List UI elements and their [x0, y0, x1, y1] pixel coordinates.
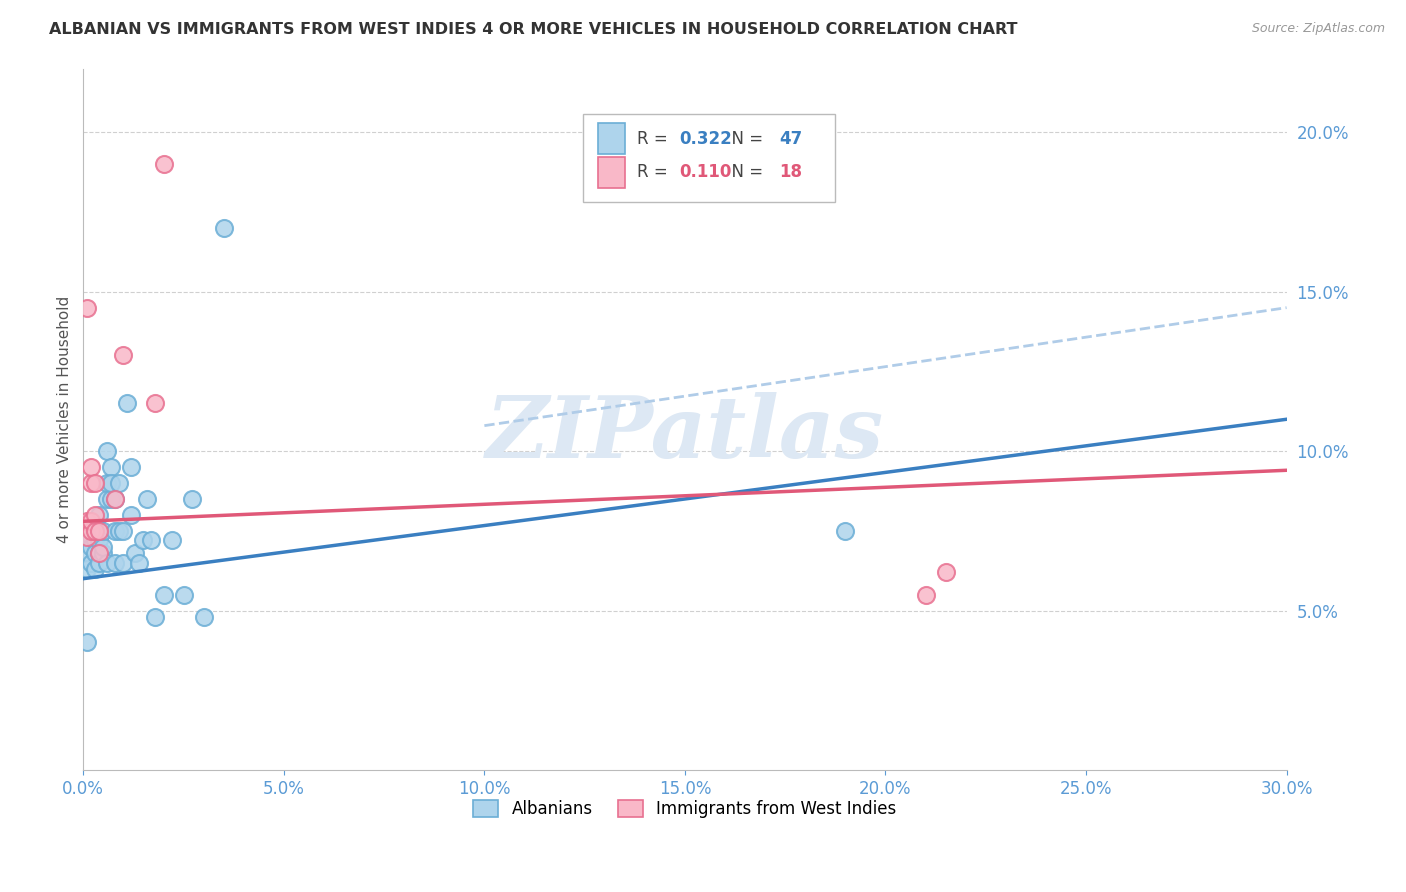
- Point: [104, 556, 127, 570]
- Point: [80, 514, 103, 528]
- Point: [80, 556, 103, 570]
- Text: N =: N =: [721, 163, 769, 181]
- Point: [112, 349, 135, 363]
- Text: N =: N =: [721, 129, 769, 148]
- Point: [84, 562, 107, 576]
- Point: [80, 460, 103, 475]
- Point: [212, 221, 235, 235]
- Text: R =: R =: [637, 129, 673, 148]
- Point: [80, 530, 103, 544]
- Point: [193, 610, 215, 624]
- Point: [80, 540, 103, 554]
- Point: [108, 476, 131, 491]
- Point: [93, 540, 115, 554]
- Point: [89, 556, 111, 570]
- Point: [128, 556, 150, 570]
- Point: [96, 476, 118, 491]
- Text: R =: R =: [637, 163, 673, 181]
- Point: [89, 546, 111, 560]
- Point: [80, 476, 103, 491]
- Point: [89, 533, 111, 548]
- Point: [100, 460, 122, 475]
- Point: [104, 524, 127, 538]
- FancyBboxPatch shape: [599, 123, 624, 154]
- Point: [89, 546, 111, 560]
- Point: [76, 546, 98, 560]
- Point: [145, 396, 167, 410]
- Point: [104, 491, 127, 506]
- Point: [120, 460, 142, 475]
- Point: [124, 546, 146, 560]
- Point: [100, 476, 122, 491]
- Point: [76, 301, 98, 315]
- Point: [145, 610, 167, 624]
- FancyBboxPatch shape: [599, 157, 624, 188]
- Point: [108, 524, 131, 538]
- Point: [120, 508, 142, 522]
- Point: [76, 514, 98, 528]
- Point: [834, 524, 856, 538]
- Point: [84, 524, 107, 538]
- Point: [132, 533, 155, 548]
- Text: Source: ZipAtlas.com: Source: ZipAtlas.com: [1251, 22, 1385, 36]
- Point: [152, 157, 174, 171]
- Point: [112, 524, 135, 538]
- Text: 47: 47: [779, 129, 801, 148]
- Point: [93, 546, 115, 560]
- FancyBboxPatch shape: [582, 114, 835, 202]
- Point: [84, 508, 107, 522]
- Point: [93, 524, 115, 538]
- Text: ZIPatlas: ZIPatlas: [486, 392, 884, 475]
- Point: [84, 524, 107, 538]
- Point: [76, 562, 98, 576]
- Point: [84, 476, 107, 491]
- Point: [84, 533, 107, 548]
- Point: [76, 530, 98, 544]
- Point: [84, 546, 107, 560]
- Point: [80, 524, 103, 538]
- Point: [96, 444, 118, 458]
- Point: [141, 533, 163, 548]
- Point: [96, 491, 118, 506]
- Text: 18: 18: [779, 163, 801, 181]
- Point: [100, 491, 122, 506]
- Point: [112, 556, 135, 570]
- Legend: Albanians, Immigrants from West Indies: Albanians, Immigrants from West Indies: [467, 793, 903, 825]
- Point: [173, 588, 195, 602]
- Y-axis label: 4 or more Vehicles in Household: 4 or more Vehicles in Household: [58, 295, 72, 543]
- Point: [160, 533, 183, 548]
- Point: [935, 566, 957, 580]
- Point: [136, 491, 159, 506]
- Text: ALBANIAN VS IMMIGRANTS FROM WEST INDIES 4 OR MORE VEHICLES IN HOUSEHOLD CORRELAT: ALBANIAN VS IMMIGRANTS FROM WEST INDIES …: [49, 22, 1018, 37]
- Point: [89, 508, 111, 522]
- Text: 0.322: 0.322: [679, 129, 731, 148]
- Point: [117, 396, 139, 410]
- Point: [152, 588, 174, 602]
- Point: [76, 635, 98, 649]
- Point: [96, 556, 118, 570]
- Text: 0.110: 0.110: [679, 163, 731, 181]
- Point: [180, 491, 202, 506]
- Point: [914, 588, 936, 602]
- Point: [104, 491, 127, 506]
- Point: [89, 524, 111, 538]
